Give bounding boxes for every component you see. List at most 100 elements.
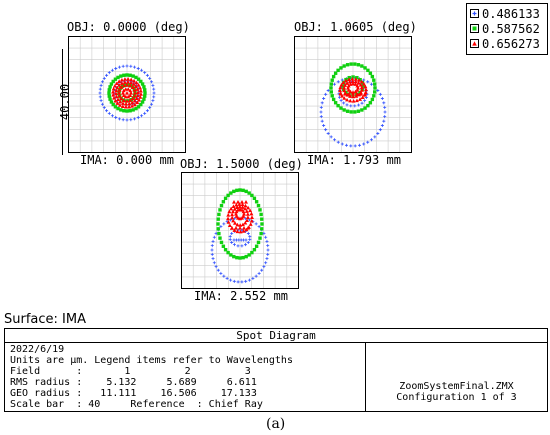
blue-spot — [246, 232, 250, 236]
legend-item-1: 0.486133 — [470, 6, 540, 21]
legend-label: 0.656273 — [482, 36, 540, 51]
blue-spot — [322, 124, 326, 128]
green-spot — [235, 188, 239, 193]
red-spot — [113, 98, 118, 103]
red-spot — [235, 222, 240, 227]
red-spot — [347, 79, 352, 84]
blue-spot — [369, 82, 373, 86]
blue-spot — [121, 118, 125, 122]
blue-spot — [266, 248, 270, 252]
blue-spot — [247, 278, 251, 282]
red-spot — [346, 86, 350, 90]
red-spot — [129, 91, 133, 95]
ima-label-3: IMA: 2.552 mm — [194, 289, 288, 303]
red-spot — [232, 228, 237, 232]
blue-spot — [232, 279, 236, 283]
green-spot — [131, 96, 136, 100]
red-spot — [227, 209, 232, 214]
blue-spot — [100, 102, 104, 106]
green-spot — [125, 109, 129, 113]
red-spot — [119, 85, 124, 89]
green-spot — [123, 83, 127, 87]
blue-spot — [257, 225, 261, 229]
green-spot — [347, 75, 351, 80]
red-spot — [125, 91, 129, 95]
blue-spot — [143, 111, 147, 115]
blue-spot — [100, 80, 104, 84]
red-spot — [351, 92, 355, 96]
blue-spot — [133, 117, 137, 121]
red-spot — [347, 77, 352, 82]
red-spot — [343, 78, 348, 83]
blue-spot — [336, 80, 340, 84]
blue-spot — [129, 64, 133, 68]
red-spot — [356, 78, 361, 82]
red-spot — [138, 88, 143, 93]
red-spot — [136, 83, 141, 87]
wavelength-legend: 0.486133 0.587562 0.656273 — [466, 3, 548, 55]
blue-spot — [324, 92, 328, 96]
green-spot — [329, 82, 334, 86]
green-spot — [109, 82, 114, 86]
blue-spot — [340, 142, 344, 146]
blue-spot — [336, 140, 340, 144]
blue-spot — [326, 131, 330, 135]
green-spot — [241, 255, 245, 260]
red-spot — [111, 96, 116, 100]
red-spot — [355, 92, 359, 96]
blue-spot — [140, 68, 144, 72]
red-spot — [361, 82, 366, 86]
red-spot — [122, 77, 127, 81]
blue-spot — [129, 118, 133, 122]
red-spot — [345, 97, 350, 102]
blue-spot — [339, 98, 343, 102]
surface-label: Surface: IMA — [4, 312, 86, 327]
red-spot — [132, 102, 137, 107]
red-spot — [351, 99, 356, 103]
blue-spot — [376, 131, 380, 135]
red-spot — [127, 101, 132, 106]
red-spot — [130, 85, 135, 89]
red-spot — [134, 80, 139, 85]
green-spot — [232, 189, 236, 194]
green-spot — [223, 247, 228, 252]
green-spot — [107, 91, 111, 95]
red-spot — [243, 220, 248, 225]
red-spot — [338, 88, 343, 93]
blue-spot — [145, 73, 149, 77]
red-spot — [339, 82, 344, 87]
green-spot — [331, 97, 336, 102]
green-spot — [370, 97, 375, 102]
red-spot — [128, 98, 133, 103]
red-spot — [345, 92, 350, 97]
green-spot — [107, 88, 111, 92]
red-spot — [359, 92, 363, 96]
blue-spot — [320, 101, 324, 105]
red-spot — [244, 200, 248, 204]
red-spot — [245, 212, 250, 216]
red-spot — [115, 85, 120, 90]
red-spot — [138, 95, 143, 99]
blue-spot — [319, 110, 323, 114]
red-spot — [237, 204, 242, 209]
green-spot — [122, 73, 126, 77]
red-spot — [359, 88, 364, 92]
red-spot — [226, 216, 231, 221]
red-spot — [230, 226, 234, 230]
red-spot — [117, 90, 122, 95]
panel-rms-row: RMS radius : 5.132 5.689 6.611 — [10, 377, 257, 388]
ima-label-1: IMA: 0.000 mm — [80, 153, 174, 167]
blue-spot — [266, 244, 270, 248]
blue-spot — [266, 252, 270, 256]
blue-spot — [110, 68, 114, 72]
green-spot — [116, 75, 120, 80]
blue-spot — [366, 80, 370, 84]
green-spot — [221, 200, 226, 204]
red-spot — [340, 93, 345, 98]
panel-date: 2022/6/19 — [10, 344, 65, 355]
red-spot — [128, 83, 133, 88]
green-spot — [134, 106, 138, 111]
red-spot — [135, 90, 140, 94]
blue-spot — [333, 82, 337, 86]
red-spot — [343, 92, 347, 96]
